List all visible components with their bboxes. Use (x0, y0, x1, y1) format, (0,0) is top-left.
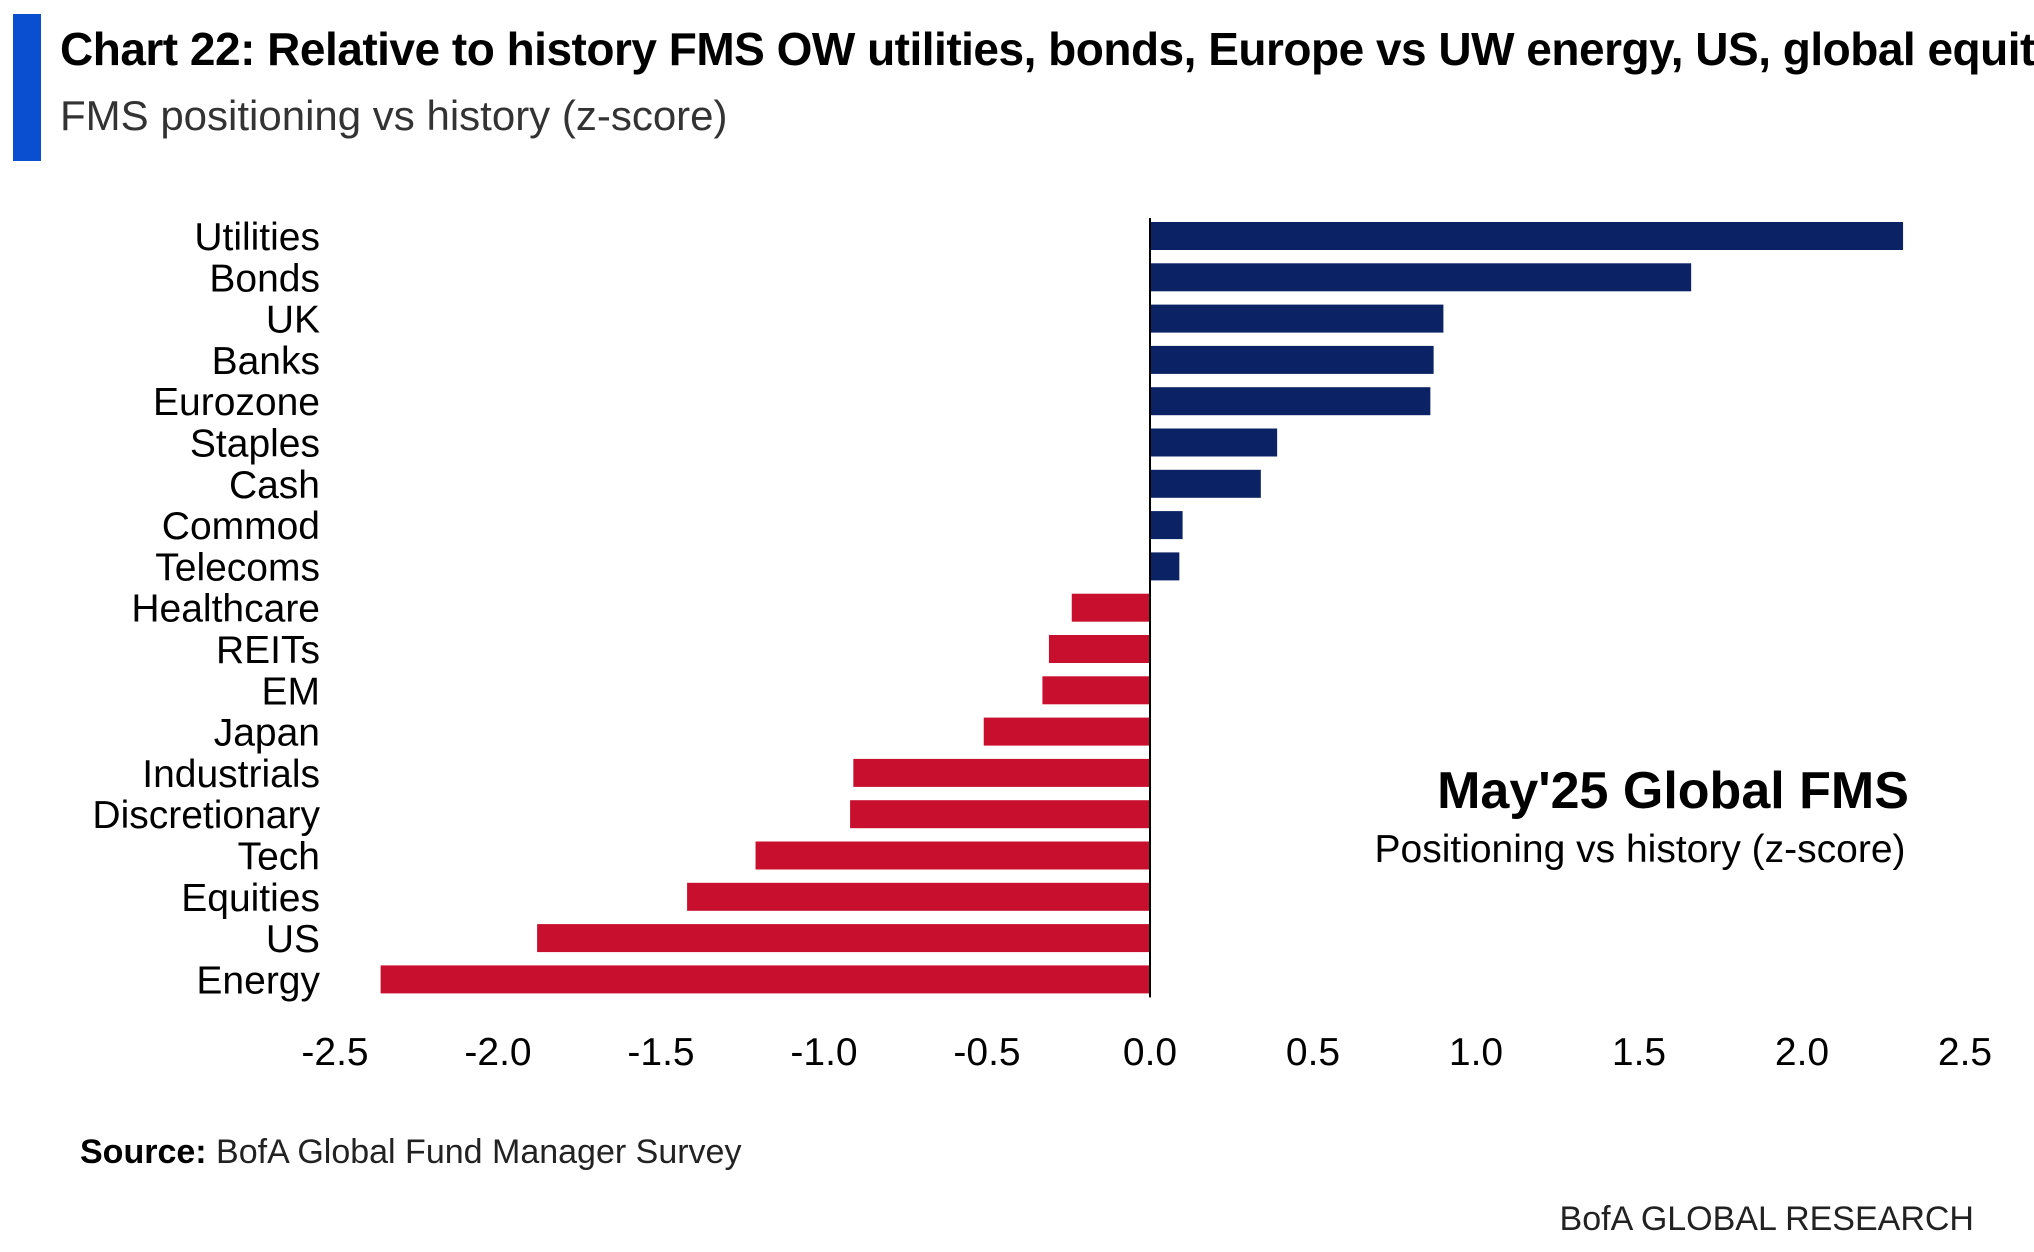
bars-group (380, 222, 1904, 994)
source-text: BofA Global Fund Manager Survey (216, 1133, 742, 1171)
category-label-discretionary: Discretionary (92, 794, 320, 837)
category-label-healthcare: Healthcare (131, 588, 320, 631)
source-note: Source: BofA Global Fund Manager Survey (80, 1133, 741, 1172)
category-label-industrials: Industrials (142, 753, 320, 796)
bar-bonds (1150, 263, 1692, 292)
bar-reits (1048, 635, 1150, 663)
category-label-staples: Staples (190, 423, 320, 466)
annotation-title: May'25 Global FMS (1437, 762, 1909, 820)
bar-staples (1150, 428, 1278, 457)
x-tick-label: -2.0 (464, 1031, 531, 1074)
category-label-uk: UK (266, 299, 320, 342)
category-labels: UtilitiesBondsUKBanksEurozoneStaplesCash… (92, 216, 320, 1002)
bar-industrials (853, 758, 1150, 787)
accent-bar (13, 14, 41, 161)
bar-equities (687, 882, 1150, 911)
category-label-japan: Japan (214, 712, 320, 755)
bar-telecoms (1150, 552, 1180, 581)
x-tick-label: -2.5 (301, 1031, 368, 1074)
x-tick-label: 2.5 (1938, 1031, 1992, 1074)
bar-discretionary (850, 800, 1150, 829)
bar-japan (983, 717, 1150, 746)
category-label-em: EM (262, 670, 321, 713)
x-tick-label: 0.5 (1286, 1031, 1340, 1074)
bar-tech (755, 841, 1150, 870)
category-label-eurozone: Eurozone (153, 381, 320, 424)
x-tick-label: -1.5 (627, 1031, 694, 1074)
bar-utilities (1150, 222, 1904, 250)
bar-eurozone (1150, 387, 1431, 416)
category-label-equities: Equities (181, 877, 320, 920)
annotation-subtitle: Positioning vs history (z-score) (1375, 828, 1906, 871)
chart-title: Chart 22: Relative to history FMS OW uti… (60, 23, 2034, 75)
bar-cash (1150, 469, 1261, 498)
category-label-telecoms: Telecoms (155, 546, 320, 589)
bar-banks (1150, 345, 1434, 374)
category-label-commod: Commod (162, 505, 320, 548)
bar-em (1042, 676, 1150, 705)
category-label-cash: Cash (229, 464, 320, 507)
category-label-utilities: Utilities (194, 216, 320, 259)
x-tick-label: -1.0 (790, 1031, 857, 1074)
x-tick-label: -0.5 (953, 1031, 1020, 1074)
x-tick-label: 1.5 (1612, 1031, 1666, 1074)
category-label-banks: Banks (212, 340, 320, 383)
brand-label: BofA GLOBAL RESEARCH (1559, 1200, 1974, 1238)
x-tick-label: 0.0 (1123, 1031, 1177, 1074)
bar-commod (1150, 511, 1183, 540)
bar-us (537, 924, 1150, 953)
chart-subtitle: FMS positioning vs history (z-score) (60, 92, 728, 139)
category-label-energy: Energy (196, 959, 320, 1002)
x-tick-labels: -2.5 -2.0 -1.5 -1.0 -0.5 0.0 0.5 1.0 1.5 2.0 2.5 (301, 1031, 1992, 1074)
source-label: Source: (80, 1133, 207, 1171)
category-label-tech: Tech (238, 836, 320, 879)
x-tick-label: 2.0 (1775, 1031, 1829, 1074)
bar-healthcare (1071, 593, 1150, 622)
category-label-reits: REITs (216, 629, 320, 672)
category-label-us: US (266, 918, 320, 961)
x-tick-label: 1.0 (1449, 1031, 1503, 1074)
category-label-bonds: Bonds (209, 257, 320, 300)
bar-uk (1150, 304, 1444, 333)
bar-energy (380, 965, 1150, 994)
